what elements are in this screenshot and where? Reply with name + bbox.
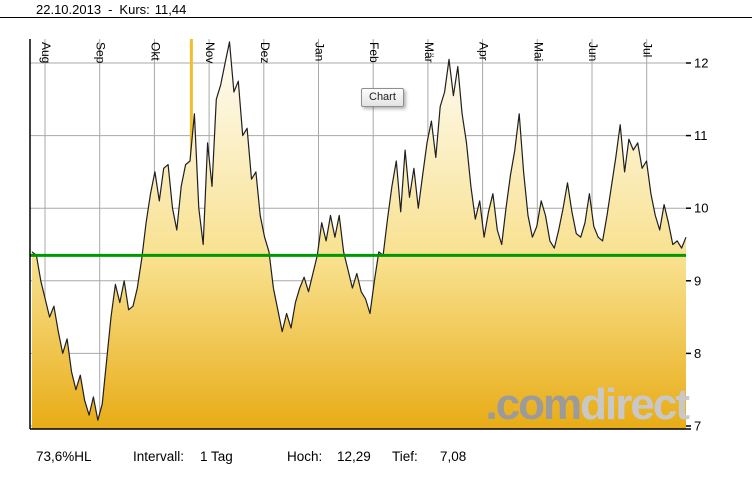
chart-tooltip: Chart <box>361 88 404 107</box>
y-axis-label: 8 <box>694 346 701 361</box>
low-label: Tief: <box>392 449 418 464</box>
y-axis-label: 10 <box>694 201 708 216</box>
kurs-value: 11,44 <box>154 2 187 17</box>
month-label: Jan <box>313 42 327 61</box>
chart-area[interactable]: 7 8 9 10 11 12 Aug Sep Okt Nov Dez Jan Feb Mär Apr Mai J… <box>0 19 752 439</box>
watermark-direct: direct <box>580 380 690 429</box>
high-value: 12,29 <box>337 449 371 464</box>
comdirect-watermark: .comdirect <box>485 380 690 429</box>
month-label: Dez <box>258 42 272 63</box>
chart-tooltip-label: Chart <box>369 91 396 103</box>
month-label: Mär <box>422 42 436 63</box>
price-line <box>31 41 687 421</box>
quote-date: 22.10.2013 <box>36 2 102 17</box>
header-separator: - <box>108 2 113 17</box>
interval-value: 1 Tag <box>200 449 233 464</box>
month-label: Jul <box>641 42 655 57</box>
month-label: Mai <box>531 42 545 61</box>
percent-hl-value: 73,6%HL <box>36 449 92 464</box>
month-label: Sep <box>94 42 108 64</box>
quote-header: 22.10.2013- Kurs: 11,44 <box>0 0 752 18</box>
chart-footer: 73,6%HL Intervall: 1 Tag Hoch: 12,29 Tie… <box>0 447 752 469</box>
month-label: Okt <box>148 42 162 61</box>
price-chart[interactable]: 7 8 9 10 11 12 Aug Sep Okt Nov Dez Jan Feb Mär Apr Mai J… <box>0 19 752 439</box>
month-label: Aug <box>39 42 53 63</box>
low-value: 7,08 <box>440 449 467 464</box>
interval-label: Intervall: <box>133 449 185 464</box>
y-axis-label: 7 <box>694 419 701 434</box>
y-axis-label: 12 <box>694 56 708 71</box>
price-area-fill <box>32 41 686 430</box>
month-label: Nov <box>203 42 217 63</box>
high-label: Hoch: <box>287 449 323 464</box>
month-label: Feb <box>367 42 381 63</box>
month-label: Jun <box>586 42 600 61</box>
kurs-label: Kurs: <box>119 2 150 17</box>
y-axis-label: 9 <box>694 273 701 288</box>
y-axis-label: 11 <box>694 128 708 143</box>
watermark-com: .com <box>485 380 580 429</box>
month-label: Apr <box>477 42 491 61</box>
vertical-gridlines: Aug Sep Okt Nov Dez Jan Feb Mär Apr Mai Jun Jul <box>39 39 655 429</box>
